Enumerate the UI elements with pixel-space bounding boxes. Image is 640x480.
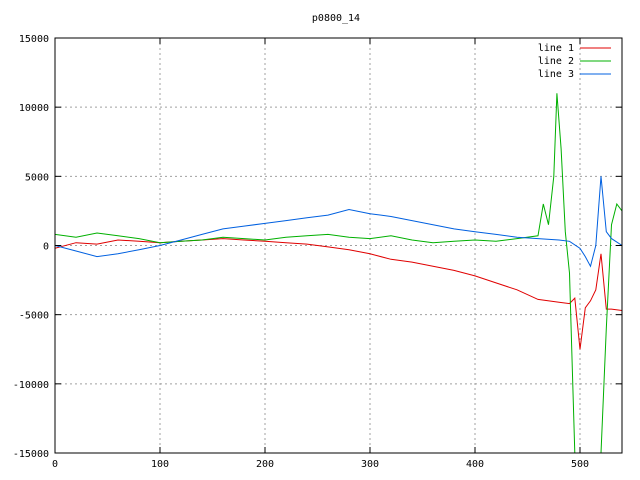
grid-lines [55,38,622,453]
y-tick-label: 5000 [25,172,49,183]
y-tick-label: -5000 [19,311,49,322]
legend: line 1 line 2 line 3 [538,43,611,80]
y-tick-label: 10000 [19,103,49,114]
legend-label: line 3 [538,69,574,80]
y-tick-label: 15000 [19,34,49,45]
x-tick-label: 200 [256,459,274,470]
x-axis-ticks: 0 100 200 300 400 500 [52,38,589,470]
y-tick-label: 0 [43,242,49,253]
x-tick-label: 100 [151,459,169,470]
y-tick-label: -10000 [13,380,49,391]
y-tick-label: -15000 [13,449,49,460]
plot-area [55,93,622,453]
x-tick-label: 300 [361,459,379,470]
series-line-3 [55,176,622,268]
x-tick-label: 0 [52,459,58,470]
legend-label: line 2 [538,56,574,67]
series-line-1 [55,238,622,350]
chart-title: p0800_14 [312,13,360,24]
x-tick-label: 400 [466,459,484,470]
series-line-2 [55,93,622,453]
legend-label: line 1 [538,43,574,54]
x-tick-label: 500 [571,459,589,470]
y-axis-ticks: -15000 -10000 -5000 0 5000 10000 15000 [13,34,622,460]
